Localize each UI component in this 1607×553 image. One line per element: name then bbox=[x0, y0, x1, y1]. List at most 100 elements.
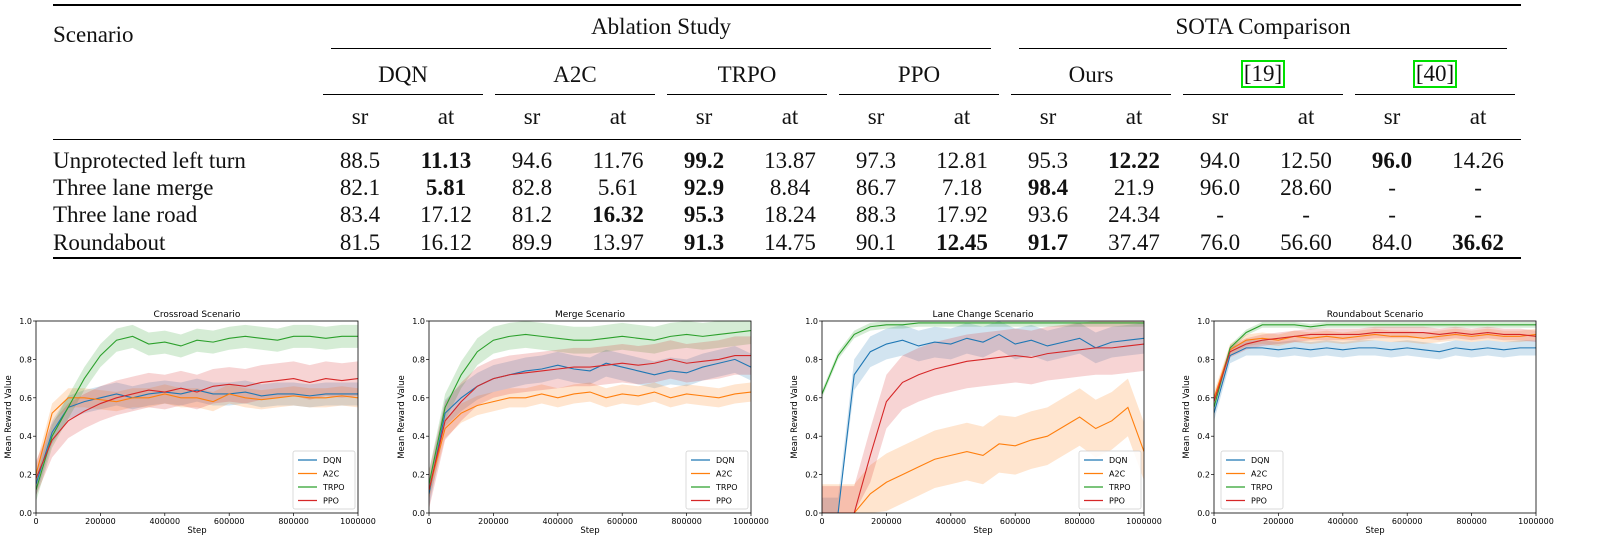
method-trpo-label: TRPO bbox=[717, 62, 777, 87]
legend-entry-ppo: PPO bbox=[716, 497, 732, 506]
cell: 14.75 bbox=[764, 229, 816, 255]
subheader-at: at bbox=[1435, 95, 1522, 140]
cell: 95.3 bbox=[1027, 147, 1069, 173]
cell: 91.3 bbox=[683, 229, 725, 255]
cell: 56.60 bbox=[1280, 229, 1332, 255]
y-axis-label: Mean Reward Value bbox=[1182, 375, 1192, 459]
x-tick-label: 1000000 bbox=[733, 517, 769, 526]
method-ref-19[interactable]: [19] bbox=[1177, 49, 1349, 95]
cell: 94.6 bbox=[511, 147, 553, 173]
legend-entry-trpo: TRPO bbox=[1108, 483, 1131, 492]
legend: DQN A2C TRPO PPO bbox=[685, 450, 749, 510]
cell: 13.97 bbox=[592, 229, 644, 255]
table-row: Three lane merge 82.1 5.81 82.8 5.61 92.… bbox=[53, 174, 1521, 201]
plot-frame bbox=[821, 320, 1145, 514]
table-row: Unprotected left turn 88.5 11.13 94.6 11… bbox=[53, 147, 1521, 174]
legend-entry-dqn: DQN bbox=[716, 456, 734, 465]
plot-frame bbox=[428, 320, 752, 514]
x-axis-label: Step bbox=[187, 526, 206, 536]
row-label: Three lane road bbox=[53, 201, 198, 227]
plot-frame bbox=[1213, 320, 1537, 514]
legend-box bbox=[685, 450, 749, 510]
y-tick-label: 0.0 bbox=[805, 509, 818, 518]
method-ref-40[interactable]: [40] bbox=[1349, 49, 1521, 95]
cell: 93.6 bbox=[1027, 201, 1069, 227]
subheader-sr: sr bbox=[661, 95, 747, 140]
x-tick-label: 800000 bbox=[1456, 517, 1487, 526]
confidence-band-ppo bbox=[429, 336, 751, 510]
method-rule bbox=[1355, 94, 1516, 95]
x-tick-label: 400000 bbox=[936, 517, 967, 526]
cell: 11.76 bbox=[592, 147, 644, 173]
x-axis-label: Step bbox=[1365, 526, 1384, 536]
cell: 28.60 bbox=[1280, 174, 1332, 200]
subheader-at: at bbox=[747, 95, 833, 140]
series-line-trpo bbox=[1214, 324, 1536, 408]
series-line-ppo bbox=[1214, 331, 1536, 402]
reward-charts: Crossroad Scenario 0 200000 400000 600000 800… bbox=[4, 310, 1554, 536]
x-tick-label: 400000 bbox=[543, 517, 574, 526]
confidence-band-dqn bbox=[822, 321, 1144, 513]
y-tick-label: 0.6 bbox=[1197, 394, 1210, 403]
x-tick-label: 0 bbox=[1211, 517, 1216, 526]
subheader-at: at bbox=[575, 95, 661, 140]
subheader-sr: sr bbox=[489, 95, 575, 140]
legend-entry-dqn: DQN bbox=[1109, 456, 1127, 465]
x-tick-label: 600000 bbox=[1000, 517, 1031, 526]
cell: - bbox=[1216, 201, 1224, 227]
y-tick-label: 0.0 bbox=[19, 509, 32, 518]
cell: 97.3 bbox=[855, 147, 897, 173]
y-tick-label: 0.2 bbox=[805, 471, 818, 480]
cell: 12.50 bbox=[1280, 147, 1332, 173]
cell: 76.0 bbox=[1199, 229, 1241, 255]
confidence-band-a2c bbox=[36, 384, 358, 485]
legend-entry-trpo: TRPO bbox=[715, 483, 738, 492]
plot-area bbox=[1214, 321, 1536, 421]
confidence-band-dqn bbox=[429, 345, 751, 508]
series-line-a2c bbox=[429, 391, 751, 491]
chart-4: Roundabout Scenario 0 200000 400000 600000 80… bbox=[1182, 310, 1554, 536]
method-rule bbox=[495, 94, 655, 95]
x-tick-label: 1000000 bbox=[1126, 517, 1162, 526]
x-tick-label: 600000 bbox=[607, 517, 638, 526]
y-tick-label: 0.0 bbox=[412, 509, 425, 518]
subheader-at: at bbox=[403, 95, 489, 140]
cell: 86.7 bbox=[855, 174, 897, 200]
y-tick-label: 0.8 bbox=[412, 355, 425, 364]
x-tick-label: 800000 bbox=[1064, 517, 1095, 526]
cell: 12.45 bbox=[936, 229, 988, 255]
legend-entry-ppo: PPO bbox=[1251, 497, 1267, 506]
confidence-band-a2c bbox=[429, 382, 751, 500]
x-tick-label: 800000 bbox=[278, 517, 309, 526]
cell: 14.26 bbox=[1452, 147, 1504, 173]
chart-title: Lane Change Scenario bbox=[932, 310, 1034, 320]
cell: 13.87 bbox=[764, 147, 816, 173]
citation-link-40[interactable]: [40] bbox=[1412, 60, 1458, 88]
table-row: Three lane road 83.4 17.12 81.2 16.32 95… bbox=[53, 201, 1521, 228]
y-tick-label: 0.2 bbox=[1197, 471, 1210, 480]
legend: DQN A2C TRPO PPO bbox=[1220, 450, 1284, 510]
x-tick-label: 0 bbox=[819, 517, 824, 526]
scenario-header: Scenario bbox=[53, 22, 134, 47]
subheader-row: sr at sr at sr at sr at sr at sr at sr at bbox=[53, 95, 1522, 140]
citation-link-19[interactable]: [19] bbox=[1240, 60, 1286, 88]
y-axis-label: Mean Reward Value bbox=[4, 375, 14, 459]
method-rule bbox=[839, 94, 1000, 95]
method-dqn: DQN bbox=[317, 49, 489, 95]
method-rule bbox=[667, 94, 827, 95]
y-tick-label: 0.0 bbox=[1197, 509, 1210, 518]
series-line-trpo bbox=[36, 335, 358, 491]
y-tick-label: 1.0 bbox=[1197, 317, 1210, 326]
y-tick-label: 0.4 bbox=[19, 432, 32, 441]
method-rule bbox=[323, 94, 483, 95]
cell: 82.1 bbox=[339, 174, 381, 200]
cell: 24.34 bbox=[1108, 201, 1160, 227]
group-sota-comparison: SOTA Comparison bbox=[1005, 5, 1521, 49]
legend-entry-a2c: A2C bbox=[1251, 470, 1268, 479]
cell: 89.9 bbox=[511, 229, 553, 255]
chart-1: Crossroad Scenario 0 200000 400000 600000 800… bbox=[4, 310, 376, 536]
subheader-sr: sr bbox=[317, 95, 403, 140]
x-tick-label: 200000 bbox=[1263, 517, 1294, 526]
legend-entry-a2c: A2C bbox=[323, 470, 340, 479]
cell: 91.7 bbox=[1027, 229, 1069, 255]
